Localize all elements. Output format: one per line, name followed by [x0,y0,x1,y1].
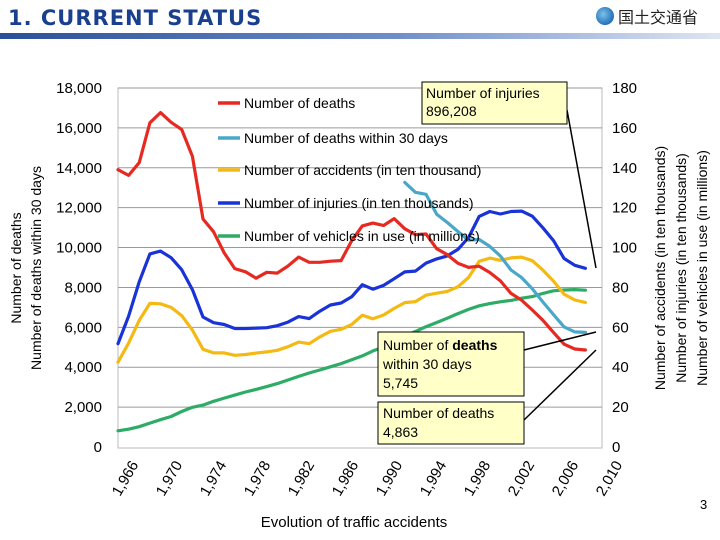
header-divider [0,33,720,39]
left-tick-label: 6,000 [64,319,102,336]
annotation-deaths-line1: Number of deaths [383,405,494,421]
left-tick-label: 0 [94,439,102,456]
x-tick-label: 1,982 [285,458,318,499]
annotation-deaths-box [377,401,525,445]
annotation-deaths30-prefix: Number of [383,337,448,353]
annotation-deaths30-pointer [523,331,597,351]
annotation-deaths30-line2: within 30 days [382,356,472,372]
annotation-injuries-line1: Number of injuries [426,85,540,101]
legend-label: Number of deaths [244,95,355,111]
left-tick-label: 12,000 [56,200,102,217]
annotation-deaths30-box [377,331,525,397]
left-axis-ticks: 0 2,000 4,000 6,000 8,000 10,000 12,000 14,000 1… [56,80,102,456]
slide-header: 1. CURRENT STATUS 国土交通省 [0,0,720,40]
series-line-4 [116,209,588,346]
right-tick-label: 140 [612,160,637,177]
right-tick-label: 120 [612,200,637,217]
left-tick-label: 16,000 [56,120,102,137]
right-tick-label: 40 [612,359,629,376]
x-tick-label: 1,978 [241,458,274,499]
x-tick-label: 1,990 [373,458,406,499]
annotation-deaths30-line3: 5,745 [383,375,418,391]
annotation-deaths-pointer [523,349,597,421]
series-line-2 [403,180,588,334]
chart-caption: Evolution of traffic accidents [0,514,720,531]
series-lines [116,110,588,433]
series-line-5 [116,288,588,433]
right-tick-label: 60 [612,319,629,336]
right-tick-label: 0 [612,439,620,456]
left-tick-label: 2,000 [64,399,102,416]
x-tick-label: 1,998 [461,458,494,499]
right-tick-label: 180 [612,80,637,97]
left-tick-label: 18,000 [56,80,102,97]
right-axis-label-3: Number of vehicles in use (in millions) [694,150,710,386]
chart-caption-text: Evolution of traffic accidents [260,514,448,531]
right-tick-label: 100 [612,240,637,257]
chart-annotations: Number of injuries 896,208 Number of dea… [377,81,597,445]
page-number: 3 [700,497,708,512]
annotation-deaths-line2: 4,863 [383,424,418,440]
ministry-logo-icon [596,7,614,25]
left-axis-label-1: Number of deaths [8,212,24,323]
annotation-deaths30-bold: deaths [452,337,497,353]
x-tick-label: 2,010 [593,458,626,499]
annotation-deaths30-line1: Number of deaths [383,337,498,353]
slide-title: 1. CURRENT STATUS [8,6,263,30]
legend-label: Number of vehicles in use (in millions) [244,228,480,244]
legend-label: Number of injuries (in ten thousands) [244,195,474,211]
series-line-1 [116,110,588,352]
x-tick-label: 2,002 [505,458,538,499]
left-tick-label: 10,000 [56,240,102,257]
right-axis-ticks: 0 20 40 60 80 100 120 140 160 180 [612,80,637,456]
legend-label: Number of accidents (in ten thousand) [244,162,481,178]
right-axis-label-2: Number of injuries (in ten thousands) [673,153,689,383]
x-axis-ticks: 1,966 1,970 1,974 1,978 1,982 1,986 1,990 1,994… [109,458,626,499]
annotation-injuries-line2: 896,208 [426,103,477,119]
right-tick-label: 20 [612,399,629,416]
right-tick-label: 160 [612,120,637,137]
right-axis-label-1: Number of accidents (in ten thousands) [652,146,668,390]
series-line-3 [116,255,588,364]
left-tick-label: 14,000 [56,160,102,177]
chart-legend: Number of deaths Number of deaths within … [218,95,481,244]
x-tick-label: 1,986 [329,458,362,499]
x-tick-label: 1,970 [153,458,186,499]
x-tick-label: 1,966 [109,458,142,499]
right-tick-label: 80 [612,279,629,296]
x-tick-label: 2,006 [549,458,582,499]
ministry-logo: 国土交通省 [596,4,716,28]
annotation-injuries-box [421,81,568,125]
x-tick-label: 1,994 [417,458,450,499]
annotation-injuries-pointer [566,109,597,269]
legend-label: Number of deaths within 30 days [244,130,448,146]
left-axis-label-2: Number of deaths within 30 days [28,166,44,370]
left-tick-label: 8,000 [64,279,102,296]
ministry-logo-text: 国土交通省 [618,8,699,27]
left-tick-label: 4,000 [64,359,102,376]
x-tick-label: 1,974 [197,458,230,499]
